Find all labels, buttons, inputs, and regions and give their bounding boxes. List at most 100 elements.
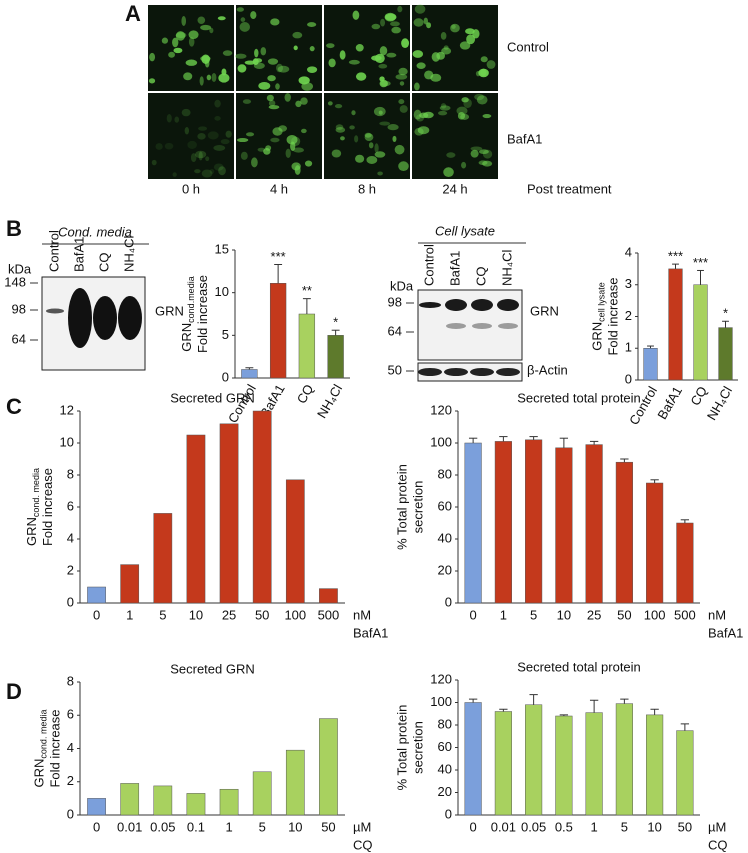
bar — [285, 749, 305, 816]
y-tick-label: 80 — [438, 466, 452, 481]
cell — [200, 24, 212, 31]
cell — [301, 128, 307, 134]
cell — [300, 97, 308, 105]
y-tick-label: 6 — [67, 498, 74, 513]
kda-label: kDa — [390, 278, 414, 293]
bar — [585, 444, 603, 604]
cell — [401, 38, 410, 49]
bar — [585, 712, 603, 816]
bar — [494, 711, 512, 816]
y-axis-label: Fold increase — [48, 709, 63, 787]
significance: * — [723, 306, 728, 321]
bar — [241, 369, 258, 379]
bar — [252, 771, 272, 816]
band — [445, 299, 467, 311]
y-tick-label: 0 — [445, 594, 452, 609]
bar — [327, 335, 344, 379]
cell — [390, 21, 400, 27]
cell — [218, 166, 226, 176]
y-tick-label: 100 — [430, 434, 452, 449]
band — [68, 288, 92, 348]
cell — [194, 169, 201, 174]
cell — [294, 165, 301, 175]
band — [118, 296, 142, 340]
cell — [236, 137, 249, 143]
y-axis-label: GRNcell lysate — [590, 282, 607, 350]
cell — [391, 26, 401, 34]
row-label: BafA1 — [507, 131, 542, 146]
marker-label: 98 — [388, 294, 402, 309]
row-label: Control — [507, 39, 549, 54]
cell — [440, 103, 447, 109]
cell — [213, 144, 226, 151]
cell — [478, 149, 489, 155]
cell — [340, 136, 345, 141]
x-tick-label: 1 — [225, 819, 232, 834]
cell — [371, 23, 381, 30]
cell — [220, 138, 230, 145]
band-label: GRN — [530, 303, 559, 318]
cell — [374, 143, 379, 153]
y-axis-label-text: Fold increase — [48, 709, 63, 787]
cell — [151, 159, 157, 166]
lane-label: CQ — [473, 267, 488, 287]
y-axis-label: Fold increase — [606, 277, 621, 355]
bar — [555, 447, 573, 604]
marker-label: 50 — [388, 362, 402, 377]
x-axis-label: CQ — [353, 837, 373, 852]
y-tick-label: 12 — [60, 402, 74, 417]
bar — [525, 704, 543, 816]
x-tick-label: 50 — [678, 819, 692, 834]
x-tick-label: 50 — [255, 607, 269, 622]
significance: *** — [693, 255, 708, 270]
cell — [276, 63, 283, 73]
cell — [183, 72, 193, 81]
cell — [266, 94, 274, 102]
cell — [257, 147, 266, 152]
cell — [379, 46, 388, 56]
x-tick-label: 0.01 — [117, 819, 142, 834]
cell — [218, 73, 230, 83]
column-label: 24 h — [442, 181, 467, 196]
cell — [335, 124, 344, 130]
y-tick-label: 0 — [222, 369, 229, 384]
cell — [438, 110, 448, 116]
cell — [246, 132, 255, 137]
y-tick-label: 6 — [67, 707, 74, 722]
cell — [309, 46, 315, 52]
bar — [676, 522, 694, 604]
x-tick-label: 25 — [587, 607, 601, 622]
y-tick-label: 0 — [445, 806, 452, 821]
x-tick-label: 5 — [621, 819, 628, 834]
y-axis-label: secretion — [411, 481, 426, 534]
cell — [441, 47, 452, 55]
x-tick-label: 50 — [321, 819, 335, 834]
cell — [461, 161, 467, 169]
y-axis-label-text: % Total protein — [395, 464, 410, 550]
lane-label: BafA1 — [71, 237, 86, 272]
bar — [464, 702, 482, 816]
y-axis-label: GRNcond. media — [24, 468, 41, 546]
bar — [186, 793, 206, 816]
cell — [423, 17, 429, 25]
y-tick-label: 10 — [215, 284, 229, 299]
x-unit: nM — [353, 607, 371, 622]
cell — [331, 149, 342, 158]
cell — [214, 116, 221, 121]
cell — [168, 51, 175, 58]
cell — [172, 172, 177, 177]
bar — [219, 423, 239, 604]
significance: ** — [302, 283, 312, 298]
cell — [326, 43, 335, 49]
column-label: 0 h — [182, 181, 200, 196]
cell — [190, 153, 197, 163]
marker-label: 64 — [12, 331, 26, 346]
bar — [319, 588, 338, 604]
lane-label: NH₄Cl — [121, 236, 136, 272]
bar — [87, 586, 106, 604]
y-axis-label-text: Fold increase — [606, 277, 621, 355]
cell — [475, 70, 481, 77]
y-tick-label: 120 — [430, 402, 452, 417]
y-tick-label: 100 — [430, 694, 452, 709]
marker-label: 148 — [4, 274, 26, 289]
